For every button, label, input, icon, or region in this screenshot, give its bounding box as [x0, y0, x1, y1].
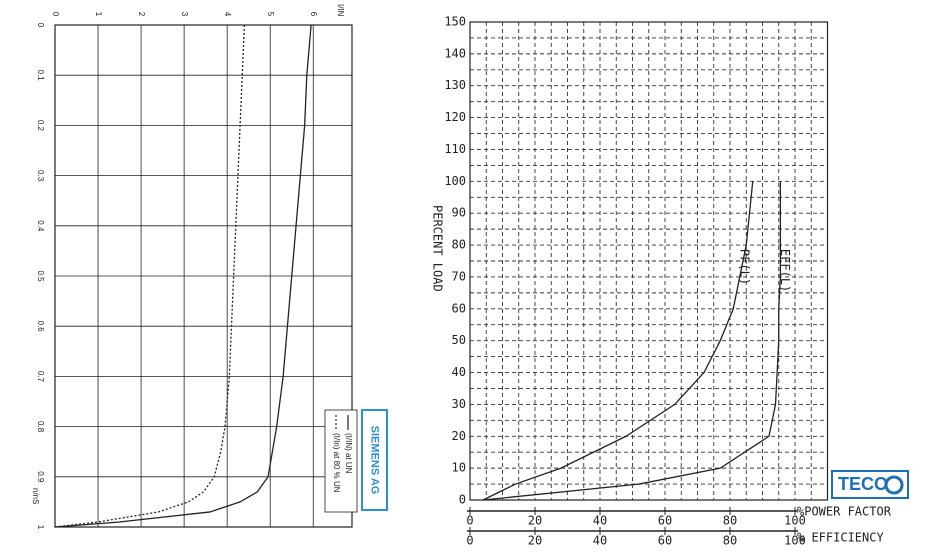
y-tick-label: 60: [658, 514, 672, 528]
y-tick-label: 1: [94, 12, 103, 17]
y-axis-label: I/IN: [336, 4, 345, 17]
teco-logo: TECO: [838, 474, 888, 494]
y-tick-label: 0: [51, 12, 60, 17]
series-line: [482, 181, 754, 501]
teco-chart: 0 10 20 30 40 50 60 70 80 90 100 110 120 130 140 150 0 20…: [431, 15, 892, 548]
y-tick-label: 6: [309, 12, 318, 17]
x-tick-label: 80: [452, 238, 466, 252]
plot-frame: [469, 21, 829, 501]
x-tick-label: 10: [452, 461, 466, 475]
y-tick-label: 80: [723, 534, 737, 548]
x-tick-label: 0.8: [36, 421, 45, 433]
x-tick-label: 0.2: [36, 120, 45, 132]
plot-frame: [54, 24, 353, 528]
x-tick-label: 140: [444, 46, 466, 60]
x-tick-label: 40: [452, 365, 466, 379]
logo-box: [361, 409, 388, 511]
siemens-chart: 0 0.1 0.2 0.3 0.4 0.5 0.6 0.7 0.8 0.9 1 0 1 2 3 4 5 6 I/IN…: [31, 4, 358, 530]
x-tick-label: 110: [444, 142, 466, 156]
y-axis-label: %POWER FACTOR: [797, 505, 892, 519]
y-tick-label: 20: [528, 514, 542, 528]
y-tick-label: 4: [223, 12, 232, 17]
x-tick-label: 100: [444, 174, 466, 188]
x-axis-label: n/nS: [31, 488, 40, 504]
x-tick-label: 0.5: [36, 270, 45, 282]
x-tick-label: 60: [452, 301, 466, 315]
x-tick-label: 0: [459, 493, 466, 507]
series-label: EFF(L): [778, 249, 792, 292]
x-axis-label: PERCENT LOAD: [431, 205, 445, 292]
legend-label: (I/IN) at UN: [344, 433, 353, 474]
x-tick-label: 0.6: [36, 321, 45, 333]
x-tick-label: 0.7: [36, 371, 45, 383]
x-tick-label: 20: [452, 429, 466, 443]
y-tick-label: 80: [723, 514, 737, 528]
series-line: [54, 24, 246, 528]
series-line: [54, 24, 312, 528]
x-tick-label: 0: [36, 23, 45, 28]
x-tick-label: 90: [452, 206, 466, 220]
y-tick-label: 2: [137, 12, 146, 17]
siemens-logo: SIEMENS AG: [369, 426, 381, 495]
x-tick-label: 120: [444, 110, 466, 124]
y-tick-label: 3: [180, 12, 189, 17]
x-tick-label: 0.4: [36, 220, 45, 232]
y-tick-label: 5: [266, 12, 275, 17]
x-tick-label: 50: [452, 333, 466, 347]
x-tick-label: 130: [444, 78, 466, 92]
legend-label: (I/In) at 80 % UN: [332, 433, 341, 493]
y-tick-label: 100: [784, 514, 806, 528]
x-tick-label: 1: [36, 525, 45, 530]
y-tick-label: 40: [593, 534, 607, 548]
x-tick-label: 150: [444, 15, 466, 29]
y-tick-label: 0: [466, 514, 473, 528]
series-label: PF(L): [737, 249, 751, 285]
x-tick-label: 0.3: [36, 170, 45, 182]
x-tick-label: 30: [452, 397, 466, 411]
logo-swirl: [884, 475, 904, 495]
y-tick-label: 20: [528, 534, 542, 548]
y-tick-label: 100: [784, 534, 806, 548]
x-tick-label: 70: [452, 269, 466, 283]
y2-axis-label: % EFFICIENCY: [797, 531, 884, 545]
y-tick-label: 40: [593, 514, 607, 528]
series-line: [482, 181, 782, 501]
x-tick-label: 0.9: [36, 471, 45, 483]
y-tick-label: 0: [466, 534, 473, 548]
x-tick-label: 0.1: [36, 70, 45, 82]
legend-box: [324, 409, 358, 513]
y-tick-label: 60: [658, 534, 672, 548]
